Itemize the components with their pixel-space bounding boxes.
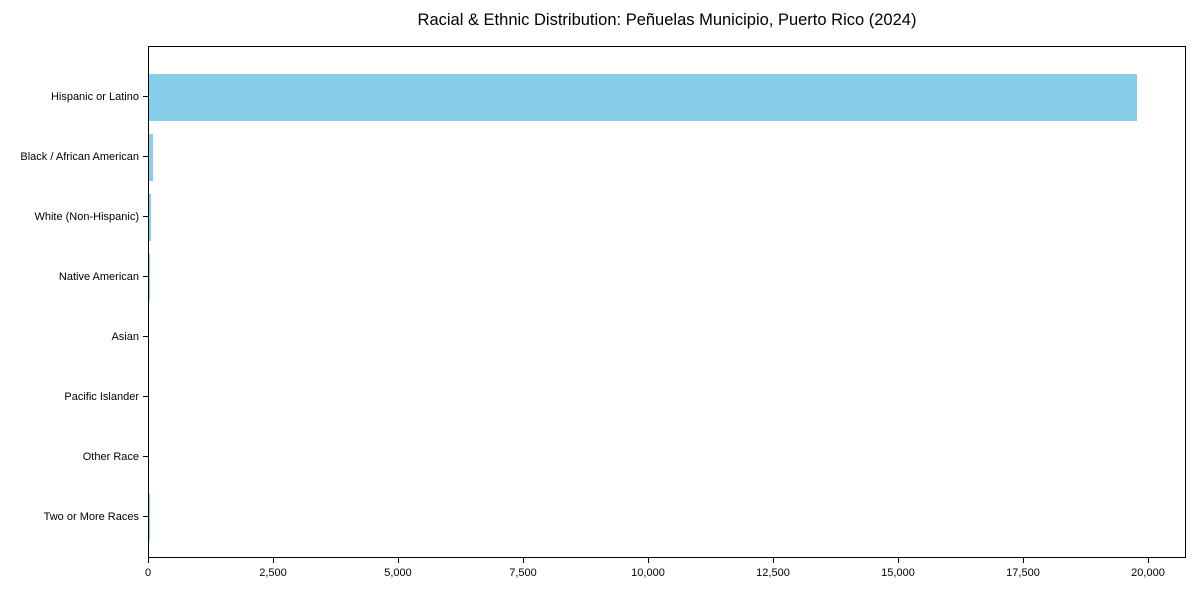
bar-two-or-more-races — [149, 493, 150, 541]
bar-black-african-american — [149, 133, 153, 181]
x-tick-label: 20,000 — [1131, 567, 1165, 579]
x-tick-label: 2,500 — [259, 567, 287, 579]
x-tick-mark — [148, 558, 149, 563]
chart-title: Racial & Ethnic Distribution: Peñuelas M… — [417, 11, 917, 29]
y-tick-mark — [143, 216, 148, 217]
x-tick-label: 15,000 — [881, 567, 915, 579]
y-tick-label: Black / African American — [20, 151, 139, 163]
bar-white-non-hispanic — [149, 193, 151, 241]
bar-native-american — [149, 253, 150, 301]
y-tick-label: Other Race — [82, 451, 139, 463]
x-tick-mark — [773, 558, 774, 563]
x-tick-label: 17,500 — [1006, 567, 1040, 579]
x-tick-mark — [898, 558, 899, 563]
y-tick-mark — [143, 516, 148, 517]
x-tick-mark — [1023, 558, 1024, 563]
x-tick-mark — [273, 558, 274, 563]
x-tick-label: 5,000 — [384, 567, 412, 579]
bar-hispanic-or-latino — [149, 73, 1137, 121]
x-tick-label: 12,500 — [756, 567, 790, 579]
y-tick-label: Hispanic or Latino — [50, 91, 139, 103]
y-tick-mark — [143, 396, 148, 397]
y-tick-label: Native American — [58, 271, 139, 283]
y-tick-label: Pacific Islander — [64, 391, 139, 403]
x-tick-mark — [523, 558, 524, 563]
x-tick-label: 7,500 — [509, 567, 537, 579]
x-tick-label: 0 — [144, 567, 152, 579]
x-tick-mark — [648, 558, 649, 563]
y-tick-mark — [143, 276, 148, 277]
y-tick-label: White (Non-Hispanic) — [34, 211, 139, 223]
x-tick-label: 10,000 — [631, 567, 665, 579]
x-tick-mark — [398, 558, 399, 563]
y-tick-label: Two or More Races — [43, 511, 139, 523]
y-tick-mark — [143, 96, 148, 97]
plot-area — [148, 46, 1186, 558]
y-tick-mark — [143, 456, 148, 457]
y-tick-mark — [143, 156, 148, 157]
y-tick-mark — [143, 336, 148, 337]
y-tick-label: Asian — [111, 331, 139, 343]
x-tick-mark — [1148, 558, 1149, 563]
